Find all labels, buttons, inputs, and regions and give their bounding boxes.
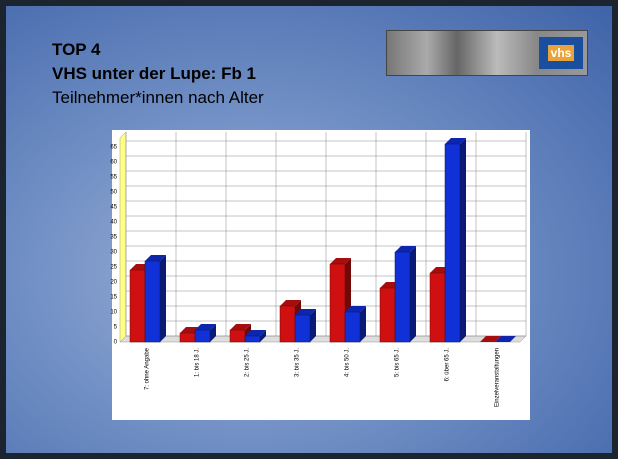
y-tick-label: 10 [110,310,117,316]
bar [145,261,160,342]
bar [430,273,445,342]
bar [395,252,410,342]
side-wall [120,132,126,342]
bar [295,315,310,342]
y-tick-label: 65 [110,145,117,151]
x-tick-label: 3: bis 35 J. [295,348,301,377]
y-tick-label: 30 [110,250,117,256]
y-tick-label: 40 [110,220,117,226]
bar [245,336,260,342]
bar-side [410,246,416,342]
chart-area [112,130,530,420]
x-tick-label: 2: bis 25 J. [245,348,251,377]
x-tick-label: 6: über 65 J. [445,348,451,382]
x-tick-label: 4: bis 50 J. [345,348,351,377]
bar-side [460,138,466,342]
y-tick-label: 60 [110,160,117,166]
x-tick-label: 5: bis 65 J. [395,348,401,377]
x-tick-label: Einzelveranstaltungen [495,348,501,407]
bar-side [160,255,166,342]
y-tick-label: 25 [110,265,117,271]
bar [280,306,295,342]
bar [130,270,145,342]
y-tick-label: 55 [110,175,117,181]
bar [180,333,195,342]
y-tick-label: 15 [110,295,117,301]
slide: TOP 4 VHS unter der Lupe: Fb 1 Teilnehme… [0,0,618,459]
bar [230,330,245,342]
x-tick-label: 7: ohne Angabe [145,347,151,390]
x-tick-label: 1: bis 18 J. [195,348,201,377]
bar [345,312,360,342]
y-tick-label: 50 [110,190,117,196]
bar [195,330,210,342]
bar [330,264,345,342]
y-tick-label: 20 [110,280,117,286]
bar [445,144,460,342]
y-tick-label: 35 [110,235,117,241]
bar-side [360,306,366,342]
y-tick-label: 45 [110,205,117,211]
bar [380,288,395,342]
